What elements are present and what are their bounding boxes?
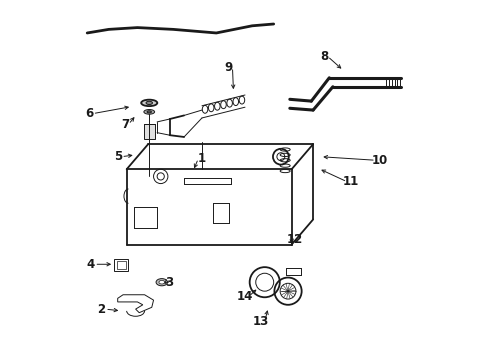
Text: 5: 5	[114, 150, 122, 163]
Text: 2: 2	[98, 303, 106, 316]
Text: 10: 10	[371, 154, 388, 167]
Ellipse shape	[159, 280, 165, 284]
Ellipse shape	[144, 109, 155, 114]
Ellipse shape	[146, 101, 152, 104]
Text: 3: 3	[166, 276, 174, 289]
Text: 8: 8	[320, 50, 328, 63]
Text: 9: 9	[225, 60, 233, 73]
Text: 6: 6	[85, 107, 93, 120]
Text: 14: 14	[237, 290, 253, 303]
Bar	[117, 261, 125, 269]
Ellipse shape	[147, 111, 151, 113]
Ellipse shape	[141, 100, 157, 106]
Bar	[114, 259, 128, 271]
Ellipse shape	[156, 279, 168, 286]
Text: 11: 11	[343, 175, 359, 188]
Bar	[144, 125, 155, 139]
Text: 7: 7	[121, 118, 129, 131]
Text: 4: 4	[87, 258, 95, 271]
Text: 13: 13	[253, 315, 270, 328]
Text: 1: 1	[198, 152, 206, 165]
Text: 12: 12	[287, 233, 303, 246]
